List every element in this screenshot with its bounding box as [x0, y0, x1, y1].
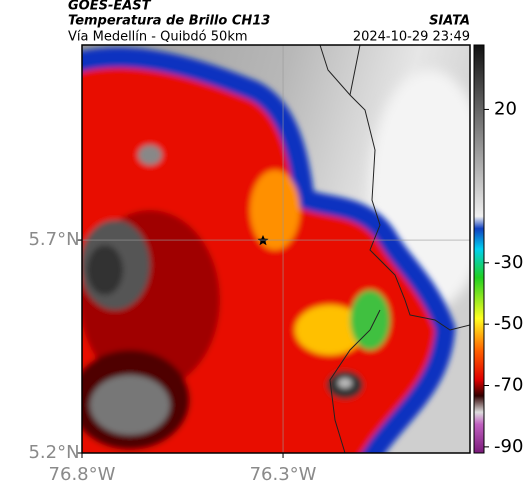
- colorbar-label: 20: [494, 98, 517, 119]
- y-tick-label: 5.2°N: [28, 442, 79, 463]
- y-tick-label: 5.7°N: [28, 229, 79, 250]
- x-tick-label: 76.8°W: [49, 464, 116, 485]
- colorbar-label: -70: [494, 375, 523, 396]
- datetime: 2024-10-29 23:49: [353, 30, 470, 45]
- colorbar-label: -30: [494, 252, 523, 273]
- credit: SIATA: [429, 14, 470, 29]
- x-tick-label: 76.3°W: [250, 464, 317, 485]
- colorbar-label: -90: [494, 436, 523, 457]
- colorbar-label: -50: [494, 313, 523, 334]
- title: Temperatura de Brillo CH13: [68, 14, 270, 29]
- map-frame: [81, 44, 471, 454]
- subtitle: Vía Medellín - Quibdó 50km: [68, 30, 248, 45]
- source: GOES-EAST: [68, 0, 152, 14]
- colorbar: [473, 44, 485, 454]
- satellite-image: [82, 45, 470, 453]
